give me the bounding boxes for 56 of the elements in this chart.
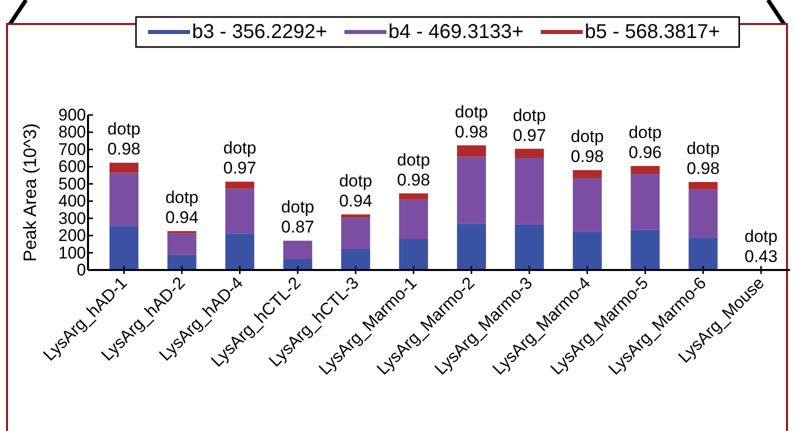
bar	[283, 240, 312, 259]
bar	[109, 226, 138, 270]
y-tick-label: 700	[58, 140, 87, 159]
bar	[341, 218, 370, 249]
bar	[399, 199, 428, 239]
bar	[225, 234, 254, 270]
annotation: dotp 0.97	[512, 106, 546, 145]
bar	[341, 248, 370, 270]
bar	[109, 172, 138, 226]
bar	[514, 158, 544, 224]
annotation: dotp 0.87	[281, 198, 314, 237]
legend-label: b4 - 469.3133+	[388, 21, 524, 43]
y-tick-label: 500	[58, 174, 87, 194]
y-tick-label: 0	[76, 260, 86, 280]
bar	[572, 170, 602, 178]
bar	[630, 230, 660, 270]
bar	[456, 224, 486, 270]
annotation: dotp 0.96	[628, 122, 662, 162]
bar	[514, 148, 544, 158]
bar	[688, 182, 718, 190]
y-tick-label: 800	[58, 122, 87, 142]
bar	[572, 232, 602, 270]
bar	[225, 182, 254, 189]
bar	[225, 188, 254, 234]
annotation: dotp 0.98	[686, 138, 720, 178]
bar	[630, 166, 660, 174]
bar	[514, 224, 544, 270]
bar	[688, 189, 718, 238]
annotation: dotp 0.98	[396, 150, 430, 190]
bar	[456, 145, 486, 157]
annotation: dotp 0.98	[570, 127, 604, 166]
y-tick-label: 400	[58, 192, 87, 211]
bar	[341, 214, 370, 218]
bar	[109, 162, 138, 173]
bar	[572, 178, 602, 232]
annotation: dotp 0.98	[107, 120, 141, 159]
annotation: dotp 0.43	[744, 227, 778, 266]
annotation: dotp 0.98	[454, 102, 488, 142]
bar	[167, 233, 196, 255]
y-tick-label: 900	[58, 106, 87, 124]
legend-label: b5 - 568.3817+	[584, 21, 720, 43]
bar	[630, 174, 660, 230]
bar	[456, 156, 486, 224]
bar	[167, 254, 196, 270]
y-tick-label: 200	[58, 226, 87, 246]
y-tick-label: 600	[58, 157, 87, 176]
y-axis-title: Peak Area (10^3)	[20, 123, 40, 262]
annotation: dotp 0.94	[339, 171, 372, 210]
legend-label: b3 - 356.2292+	[192, 21, 328, 43]
bar	[399, 239, 428, 270]
y-tick-label: 100	[58, 243, 87, 262]
annotation: dotp 0.94	[165, 188, 198, 228]
bar	[399, 193, 428, 200]
bar	[688, 238, 718, 270]
y-tick-label: 300	[58, 208, 87, 228]
annotation: dotp 0.97	[223, 138, 256, 178]
